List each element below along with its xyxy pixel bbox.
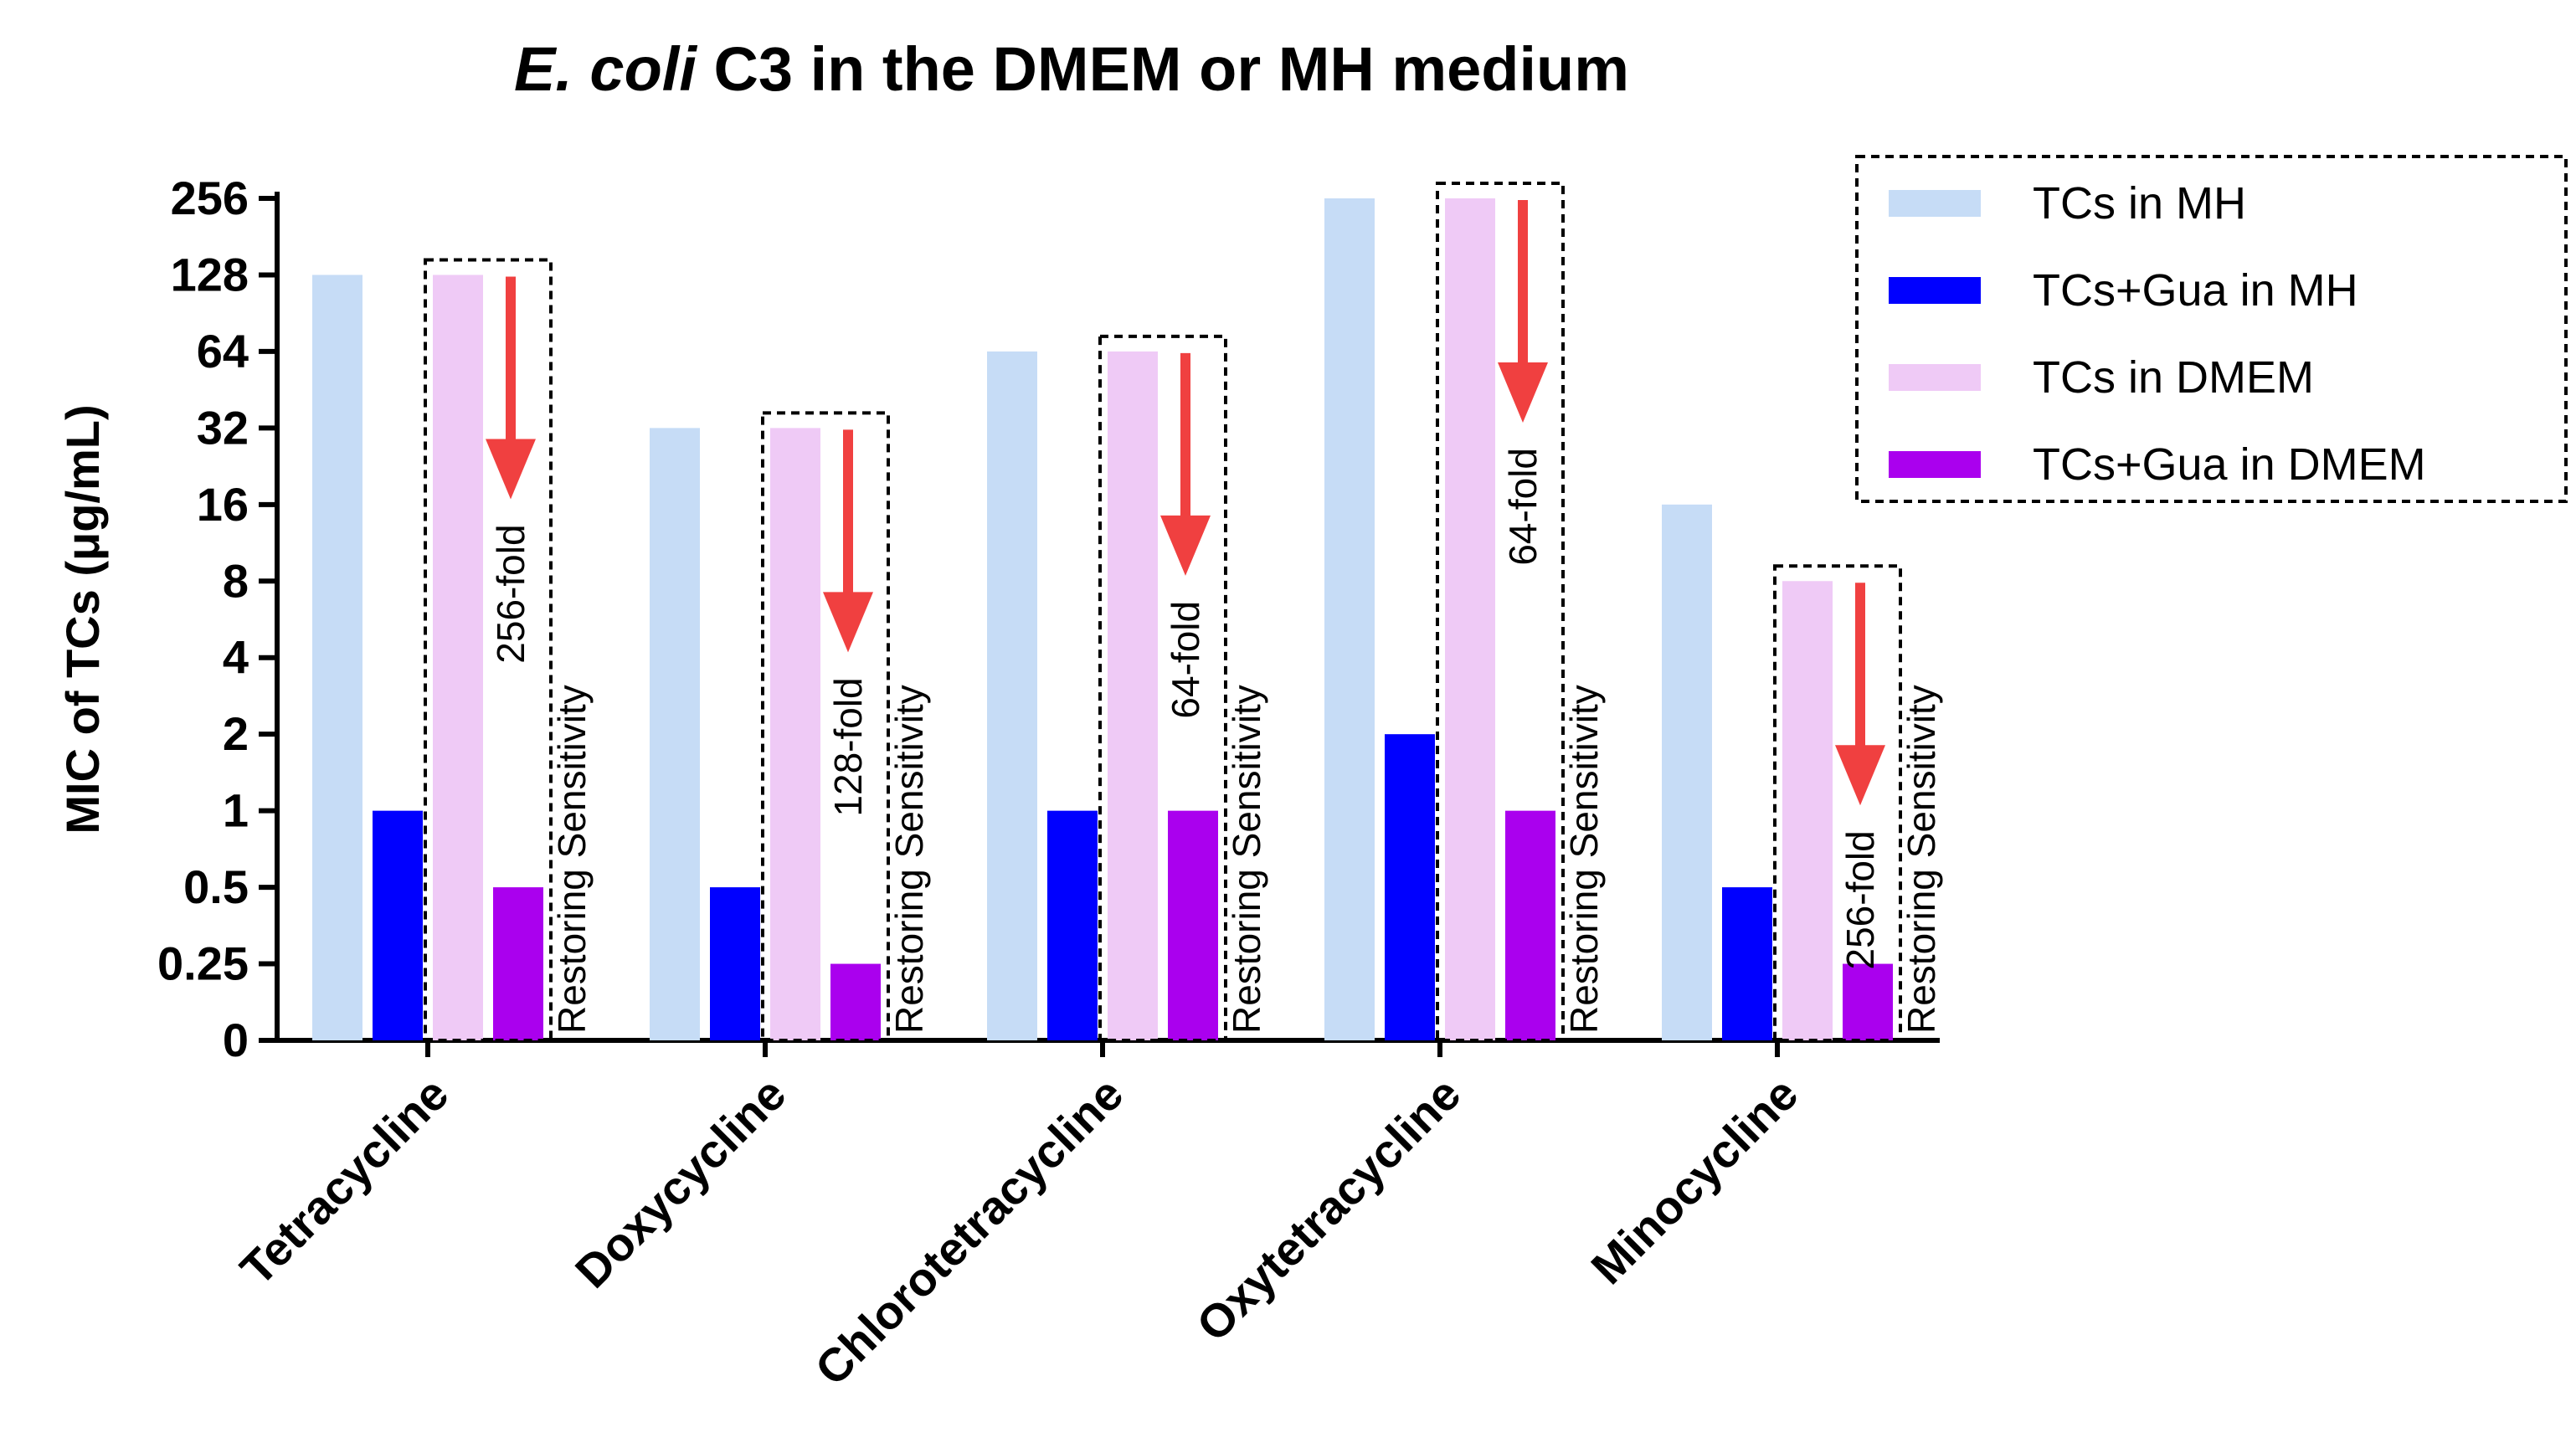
bar [1324, 198, 1375, 1040]
y-tick-label: 0.5 [183, 860, 249, 913]
restoring-sensitivity-label: Restoring Sensitivity [1225, 685, 1268, 1034]
bar [770, 428, 820, 1040]
bar [1047, 810, 1098, 1040]
annotation-box [1098, 334, 1227, 1042]
chart-title-italic: E. coli [514, 34, 697, 104]
legend-swatch [1889, 190, 1981, 217]
legend-swatch [1889, 364, 1981, 391]
x-tick-label: Chlorotetracycline [805, 1067, 1133, 1395]
y-tick-label: 4 [223, 631, 249, 684]
fold-change-label: 128-fold [826, 677, 870, 816]
fold-change-label: 256-fold [489, 524, 532, 663]
legend-swatch [1889, 451, 1981, 478]
plot-area: 0 0.25 0.5 1 2 4 8 16 32 64 128 256 Tetracycline 256-… [157, 172, 1943, 1395]
y-tick-label: 128 [171, 248, 249, 300]
legend-swatch [1889, 277, 1981, 304]
down-arrow-head [823, 592, 873, 653]
bar [493, 887, 543, 1040]
y-tick-label: 2 [223, 707, 249, 760]
bar [433, 275, 483, 1040]
x-tick-label: Minocycline [1581, 1067, 1807, 1294]
legend: TCs in MH TCs+Gua in MH TCs in DMEM TCs+Gua… [1855, 155, 2568, 503]
restoring-sensitivity-label: Restoring Sensitivity [550, 685, 594, 1034]
legend-label: TCs in MH [2033, 178, 2246, 228]
y-axis-label: MIC of TCs (μg/mL) [56, 404, 109, 834]
y-tick-label: 0 [223, 1014, 249, 1066]
bar [1168, 810, 1218, 1040]
down-arrow-head [1835, 745, 1885, 806]
legend-label: TCs+Gua in DMEM [2033, 439, 2426, 490]
down-arrow-head [486, 439, 536, 500]
y-tick-label: 8 [223, 554, 249, 607]
bar [1505, 810, 1555, 1040]
bar [1445, 198, 1495, 1040]
chart-title: E. coli C3 in the DMEM or MH medium [514, 34, 1629, 104]
restoring-sensitivity-label: Restoring Sensitivity [1562, 685, 1606, 1034]
restoring-sensitivity-label: Restoring Sensitivity [1900, 685, 1943, 1034]
annotation-box [1436, 182, 1565, 1042]
down-arrow-head [1160, 515, 1211, 576]
fold-change-label: 64-fold [1164, 601, 1207, 719]
annotation-box [424, 258, 553, 1043]
bar [312, 275, 362, 1040]
y-tick-label: 256 [171, 172, 249, 224]
bar [1662, 504, 1712, 1040]
legend-box [1855, 155, 2568, 503]
annotation-box [761, 411, 890, 1042]
bar [650, 428, 700, 1040]
x-tick-label: Doxycycline [565, 1067, 796, 1298]
bar [1722, 887, 1772, 1040]
y-tick-label: 32 [197, 401, 249, 454]
bar [710, 887, 760, 1040]
legend-label: TCs in DMEM [2033, 352, 2314, 403]
bar [830, 963, 881, 1040]
legend-label: TCs+Gua in MH [2033, 265, 2358, 316]
annotation-box [1773, 564, 1902, 1042]
y-tick-label: 64 [197, 325, 249, 377]
bar [1385, 734, 1435, 1040]
y-tick-label: 0.25 [157, 937, 249, 990]
y-tick-label: 16 [197, 478, 249, 531]
x-tick-label: Tetracycline [230, 1067, 459, 1296]
x-tick-label: Oxytetracycline [1186, 1067, 1471, 1352]
restoring-sensitivity-label: Restoring Sensitivity [887, 685, 931, 1034]
chart-title-rest: C3 in the DMEM or MH medium [697, 34, 1629, 104]
fold-change-label: 64-fold [1501, 448, 1545, 566]
bar [1782, 581, 1833, 1040]
bar [1108, 351, 1158, 1041]
bar [1843, 963, 1893, 1040]
y-tick-label: 1 [223, 784, 249, 837]
fold-change-label: 256-fold [1838, 830, 1882, 969]
down-arrow-head [1498, 362, 1548, 423]
bar [987, 351, 1037, 1041]
bar [373, 810, 423, 1040]
